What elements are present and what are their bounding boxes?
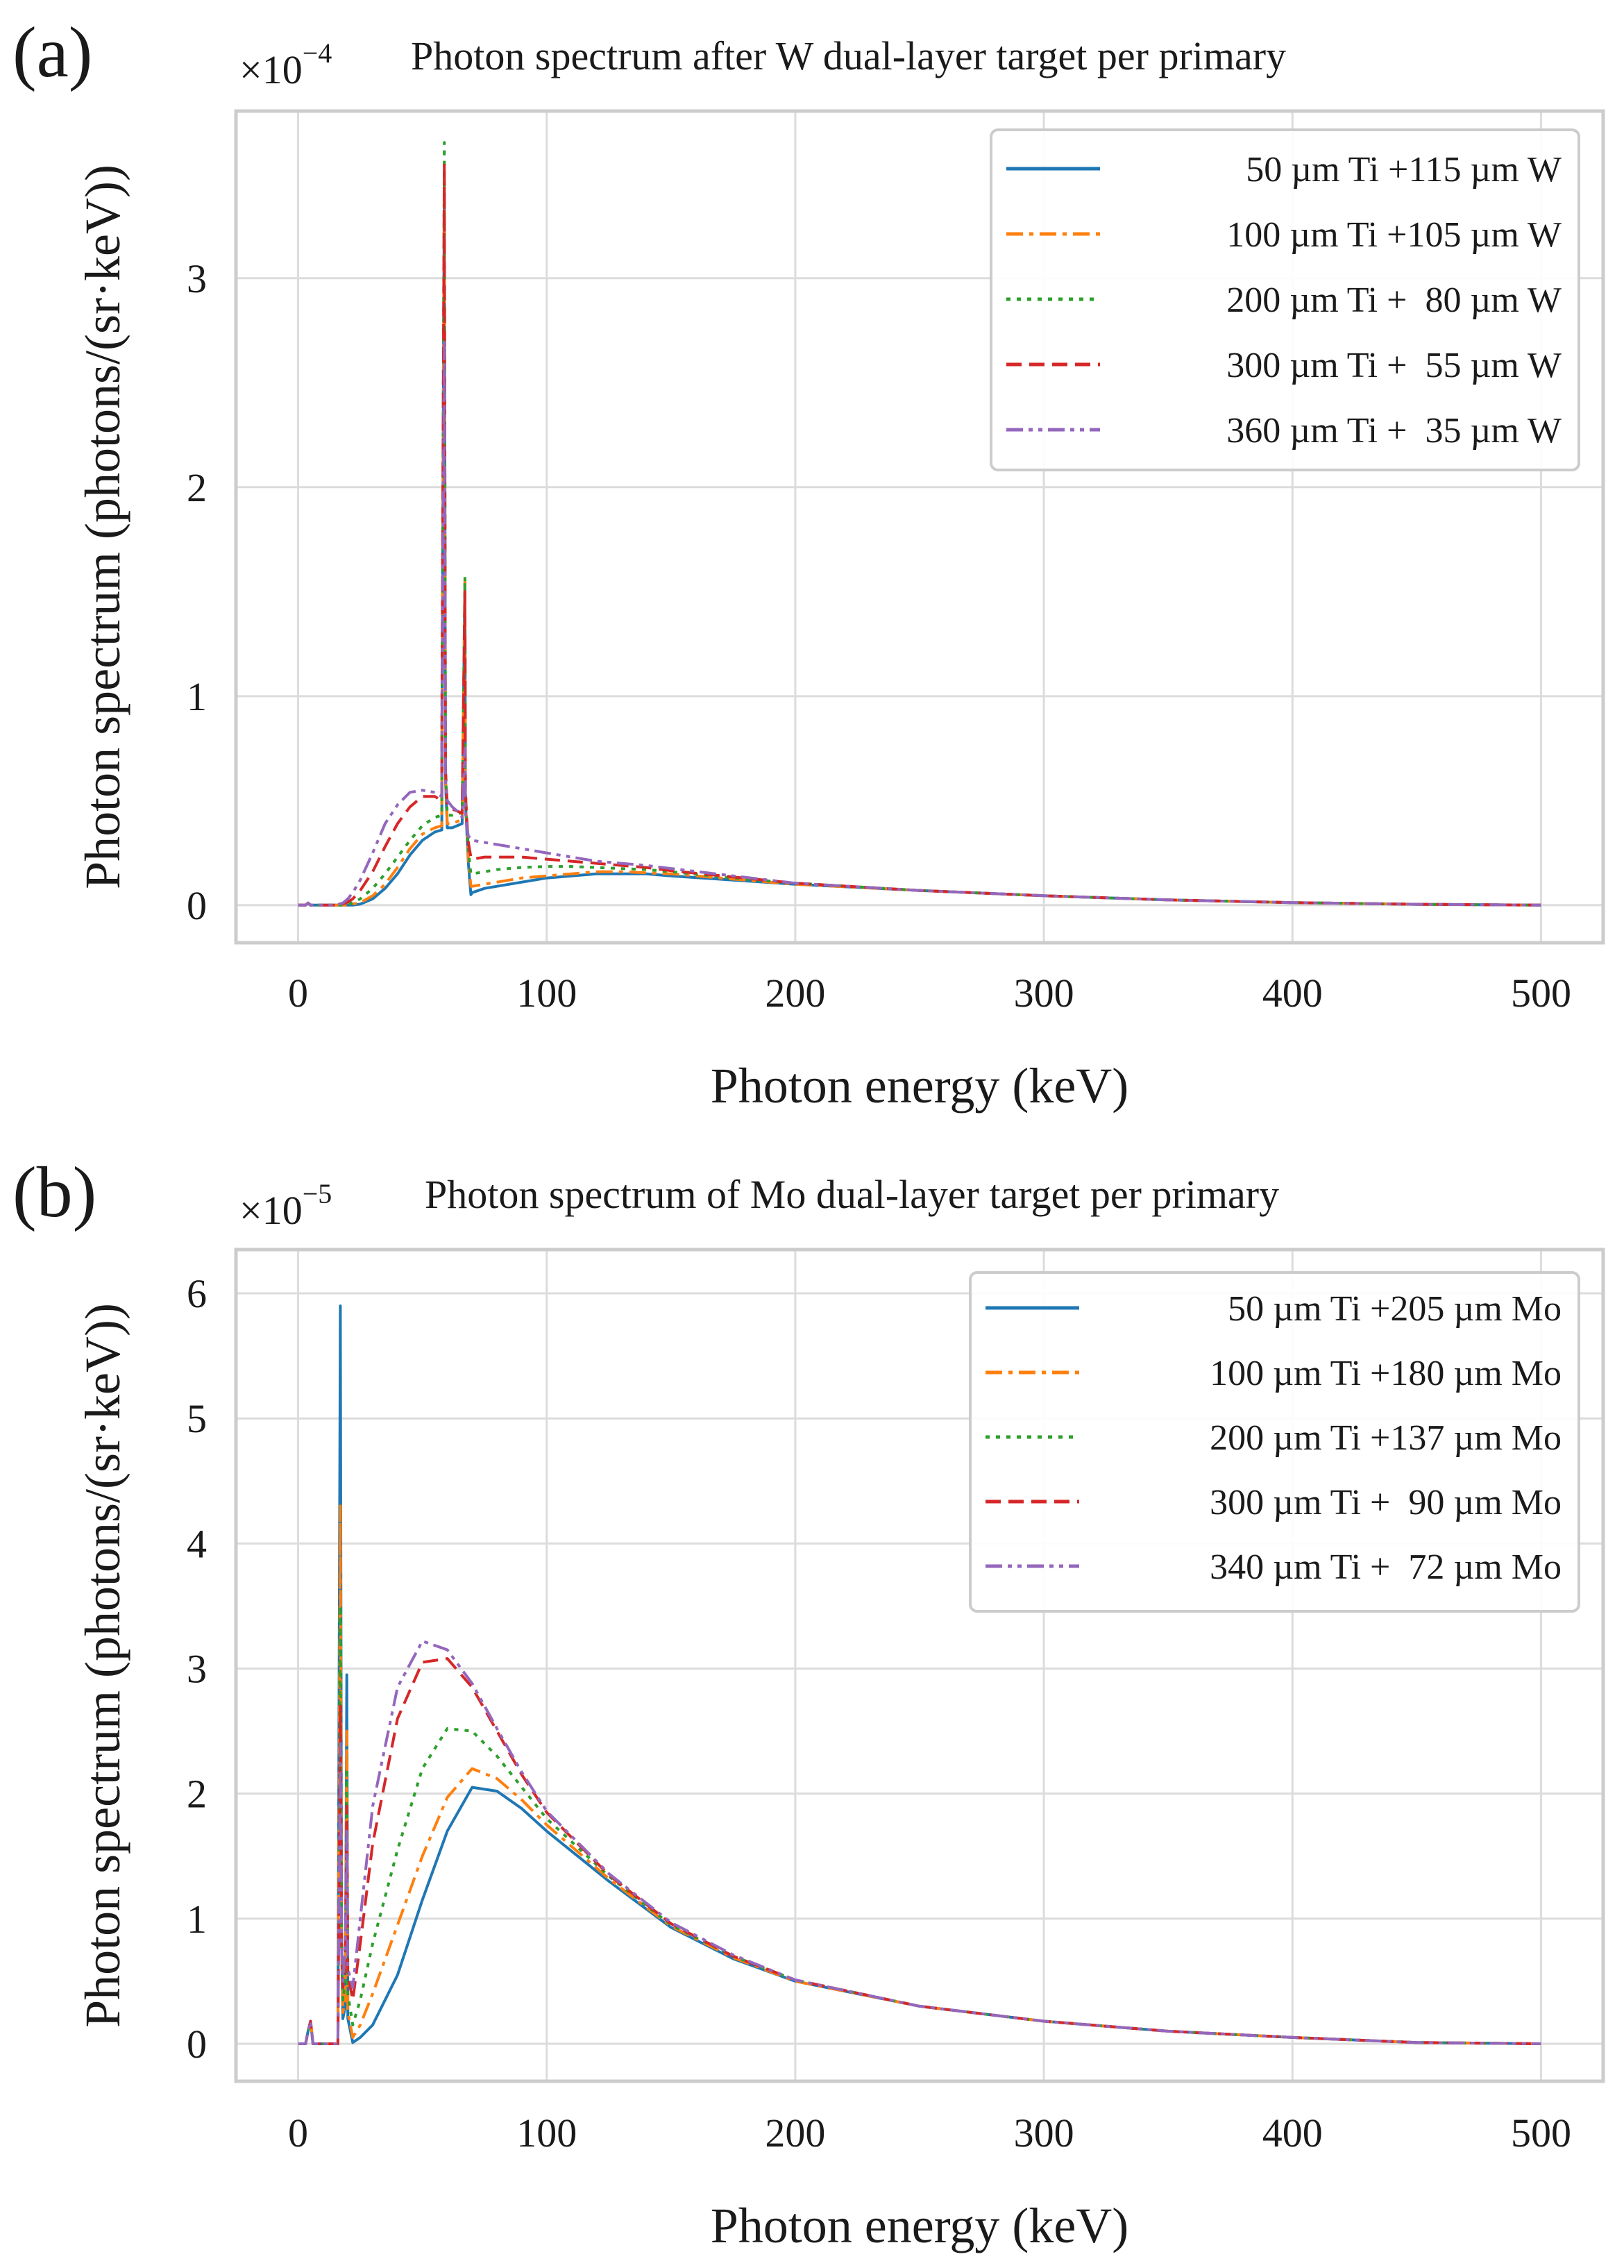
x-axis-label-b: Photon energy (keV) (711, 2198, 1129, 2253)
x-tick-label: 0 (288, 971, 308, 1016)
chart-title-a: Photon spectrum after W dual-layer targe… (411, 33, 1286, 78)
y-tick-label: 4 (187, 1521, 207, 1566)
multiplier-base-a: ×10 (239, 47, 303, 92)
panel-letter-a: (a) (12, 12, 92, 92)
legend-label-a-3: 200 µm Ti + 80 µm W (1226, 280, 1562, 320)
x-tick-label: 200 (765, 2110, 825, 2156)
series-group-a (298, 141, 1541, 907)
panel-letter-b: (b) (12, 1152, 96, 1232)
x-axis-label-a: Photon energy (keV) (711, 1058, 1129, 1114)
y-tick-labels-b: 0 1 2 3 4 5 6 (187, 1271, 207, 2067)
legend-box-a (990, 128, 1580, 471)
legend-label-b-1: 50 µm Ti +205 µm Mo (1219, 1289, 1562, 1329)
grid-b (236, 1250, 1603, 2081)
x-tick-label: 500 (1511, 2110, 1571, 2156)
x-tick-label: 500 (1511, 971, 1571, 1016)
legend-box-b (969, 1271, 1580, 1613)
panel-b: (b) Photon spectrum of Mo dual-layer tar… (12, 1152, 1605, 2253)
y-axis-label-a: Photon spectrum (photons/(sr·keV)) (75, 165, 130, 889)
y-tick-label: 1 (187, 1897, 207, 1942)
x-tick-label: 200 (765, 971, 825, 1016)
x-tick-label: 300 (1014, 971, 1074, 1016)
y-tick-label: 5 (187, 1396, 207, 1441)
plot-frame-b (234, 1248, 1605, 2083)
multiplier-base-b: ×10 (239, 1188, 303, 1233)
legend-label-a-2: 100 µm Ti +105 µm W (1226, 215, 1562, 255)
panel-a: (a) Photon spectrum after W dual-layer t… (12, 12, 1605, 1114)
series-group-b (298, 1304, 1541, 2045)
multiplier-b: ×10−5 (239, 1178, 332, 1233)
multiplier-a: ×10−4 (239, 37, 332, 92)
x-tick-label: 400 (1262, 2110, 1323, 2156)
legend-a: 50 µm Ti +115 µm W 100 µm Ti +105 µm W 2… (990, 128, 1580, 471)
x-tick-label: 100 (516, 971, 577, 1016)
x-tick-label: 400 (1262, 971, 1323, 1016)
legend-label-b-3: 200 µm Ti +137 µm Mo (1210, 1418, 1562, 1458)
legend-label-a-4: 300 µm Ti + 55 µm W (1226, 346, 1562, 385)
x-tick-label: 100 (516, 2110, 577, 2156)
y-tick-labels-a: 0 1 2 3 (187, 256, 207, 928)
series-line-b-3 (298, 1604, 1541, 2045)
x-tick-label: 300 (1014, 2110, 1074, 2156)
x-tick-labels-a: 0 100 200 300 400 500 (288, 971, 1571, 1016)
series-line-a-5 (298, 339, 1541, 907)
chart-title-b: Photon spectrum of Mo dual-layer target … (425, 1172, 1279, 1217)
series-line-a-4 (298, 162, 1541, 907)
y-tick-label: 3 (187, 256, 207, 301)
y-tick-label: 6 (187, 1271, 207, 1316)
y-tick-label: 1 (187, 674, 207, 719)
y-tick-label: 0 (187, 883, 207, 928)
y-tick-label: 2 (187, 1772, 207, 1817)
x-tick-labels-b: 0 100 200 300 400 500 (288, 2110, 1571, 2156)
legend-b: 50 µm Ti +205 µm Mo 100 µm Ti +180 µm Mo… (969, 1271, 1580, 1613)
multiplier-exponent-a: −4 (303, 37, 332, 69)
multiplier-exponent-b: −5 (303, 1178, 332, 1209)
plot-frame-a (234, 109, 1605, 945)
series-line-b-5 (298, 1639, 1541, 2045)
legend-label-b-2: 100 µm Ti +180 µm Mo (1210, 1354, 1562, 1393)
legend-label-b-4: 300 µm Ti + 90 µm Mo (1210, 1483, 1562, 1522)
y-tick-label: 0 (187, 2022, 207, 2067)
x-tick-label: 0 (288, 2110, 308, 2156)
y-tick-label: 2 (187, 465, 207, 510)
legend-label-b-5: 340 µm Ti + 72 µm Mo (1210, 1547, 1562, 1587)
legend-label-a-5: 360 µm Ti + 35 µm W (1226, 411, 1562, 451)
series-line-b-4 (298, 1657, 1541, 2045)
legend-label-a-1: 50 µm Ti +115 µm W (1237, 150, 1562, 190)
y-tick-label: 3 (187, 1647, 207, 1692)
series-line-a-2 (298, 172, 1541, 907)
y-axis-label-b: Photon spectrum (photons/(sr·keV)) (75, 1303, 130, 2028)
